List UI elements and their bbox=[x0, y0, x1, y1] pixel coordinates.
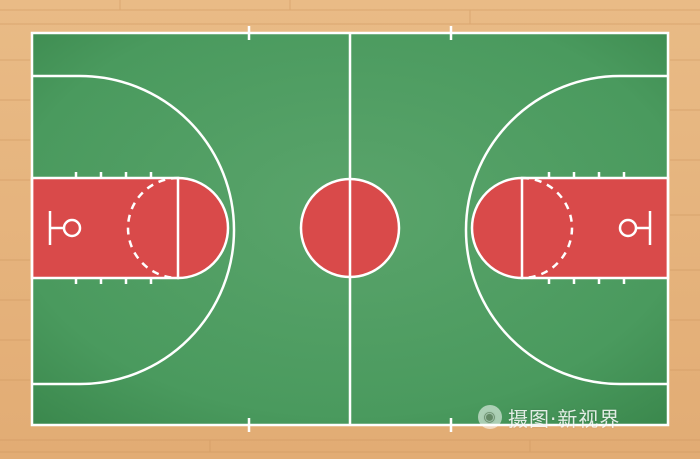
court-lines bbox=[30, 26, 670, 432]
left-basket-icon bbox=[48, 211, 82, 245]
left-key-outline bbox=[30, 176, 180, 280]
right-basket-icon bbox=[618, 211, 652, 245]
camera-aperture-icon: ◉ bbox=[478, 405, 502, 429]
right-free-throw-arc-inner bbox=[521, 176, 574, 280]
watermark: ◉ 摄图·新视界 bbox=[478, 402, 692, 432]
right-free-throw-circle-fill bbox=[472, 178, 522, 278]
lane-hash-marks bbox=[74, 172, 626, 284]
right-three-point-line bbox=[464, 74, 668, 386]
left-free-throw-arc-inner bbox=[126, 176, 179, 280]
left-free-throw-circle-fill bbox=[178, 178, 228, 278]
watermark-text: 摄图·新视界 bbox=[508, 406, 621, 431]
left-three-point-line bbox=[32, 74, 236, 386]
right-key-outline bbox=[520, 176, 670, 280]
left-rim bbox=[62, 218, 82, 238]
right-rim bbox=[618, 218, 638, 238]
left-free-throw-arc-outer bbox=[177, 176, 230, 280]
right-free-throw-arc-outer bbox=[470, 176, 523, 280]
